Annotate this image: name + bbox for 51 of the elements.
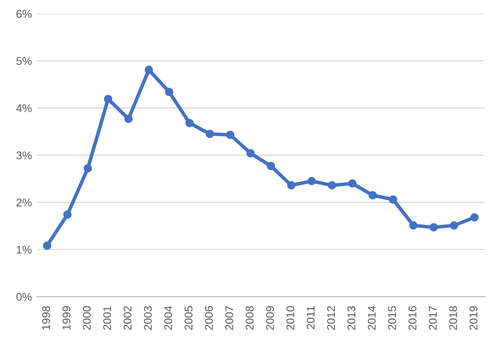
point: [307, 176, 316, 186]
point: [226, 130, 234, 140]
y-tick-label: 2%: [16, 198, 32, 206]
point: [470, 213, 479, 222]
x-tick-label: 2003: [144, 306, 152, 330]
point: [266, 162, 276, 170]
x-tick-label: 2012: [327, 306, 335, 330]
y-tick-label: 4%: [16, 104, 32, 112]
x-tick-label: 2019: [470, 306, 478, 330]
point: [287, 181, 296, 190]
y-tick-label: 1%: [16, 246, 32, 254]
x-tick-label: 2002: [124, 306, 132, 330]
point: [246, 149, 255, 158]
x-tick-label: 2010: [286, 306, 294, 330]
x-tick-label: 2001: [103, 306, 112, 330]
x-tick-label: 2015: [388, 306, 396, 330]
point: [368, 191, 377, 200]
point: [450, 221, 458, 230]
y-tick-label: 6%: [16, 10, 32, 18]
point: [388, 195, 398, 204]
x-tick-label: 2009: [266, 306, 274, 330]
x-tick-label: 1999: [62, 306, 70, 330]
x-tick-label: 2000: [82, 306, 91, 330]
point: [144, 66, 153, 74]
point: [328, 181, 336, 190]
point: [206, 130, 214, 138]
point: [409, 221, 418, 230]
point: [430, 223, 438, 232]
point: [42, 242, 52, 250]
x-tick-label: 2018: [449, 306, 458, 330]
x-tick-label: 2006: [204, 306, 213, 330]
x-tick-label: 1998: [42, 306, 50, 330]
x-tick-label: 2013: [347, 306, 356, 330]
point: [165, 88, 174, 96]
point: [348, 179, 357, 188]
x-tick-label: 2004: [164, 306, 172, 330]
point: [104, 94, 112, 104]
x-tick-label: 2014: [368, 306, 376, 330]
y-tick-label: 5%: [16, 57, 32, 65]
y-tick-label: 3%: [16, 151, 32, 160]
x-tick-label: 2005: [184, 306, 193, 330]
point: [124, 114, 133, 123]
point: [63, 210, 72, 219]
point: [84, 164, 92, 173]
x-tick-label: 2016: [408, 306, 416, 330]
point: [185, 118, 194, 128]
x-tick-label: 2008: [246, 306, 254, 330]
x-tick-label: 2011: [306, 306, 315, 330]
x-tick-label: 2017: [428, 306, 437, 330]
x-tick-label: 2007: [225, 306, 234, 330]
y-tick-label: 0%: [16, 292, 32, 301]
